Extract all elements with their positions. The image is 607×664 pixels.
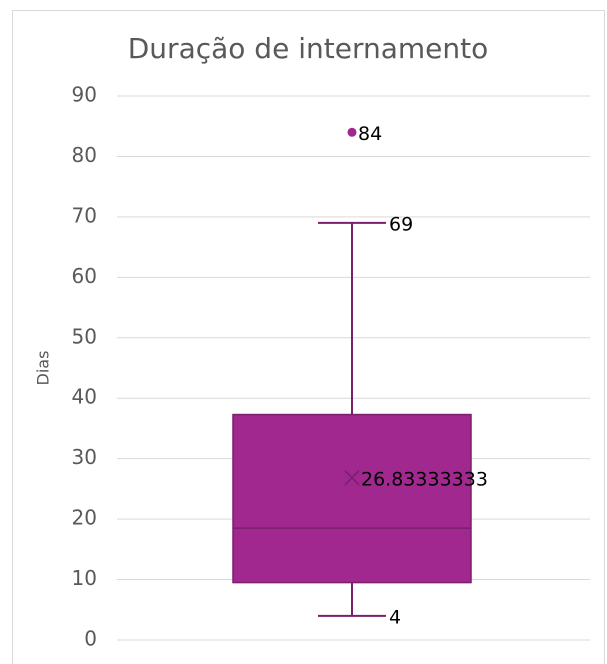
y-tick-label: 40 <box>72 385 97 409</box>
chart-title: Duração de internamento <box>128 32 488 65</box>
y-tick-label: 80 <box>72 143 97 167</box>
y-tick-label: 50 <box>72 324 97 348</box>
y-axis-label: Dias <box>34 351 53 386</box>
y-tick-label: 10 <box>72 566 97 590</box>
data-label: 4 <box>389 606 401 628</box>
y-tick-label: 0 <box>84 627 97 651</box>
y-tick-label: 20 <box>72 506 97 530</box>
y-tick-label: 70 <box>72 203 97 227</box>
data-label: 84 <box>358 123 382 145</box>
y-tick-label: 30 <box>72 445 97 469</box>
mean-marker <box>344 470 360 486</box>
data-label: 26.83333333 <box>361 468 488 490</box>
y-tick-label: 60 <box>72 264 97 288</box>
y-tick-label: 90 <box>72 83 97 107</box>
data-label: 69 <box>389 213 413 235</box>
outlier <box>347 127 357 137</box>
box <box>232 413 472 584</box>
